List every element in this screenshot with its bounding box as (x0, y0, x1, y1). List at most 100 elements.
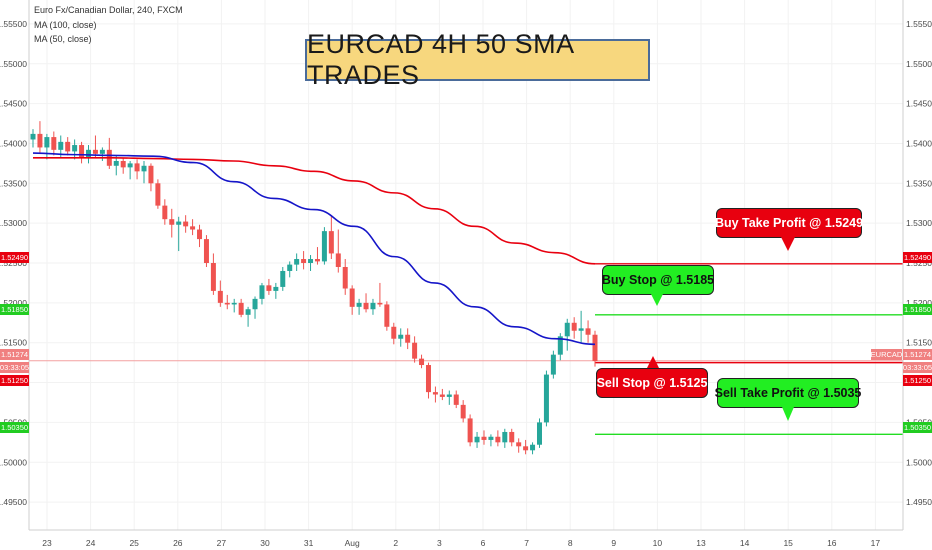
candle-body (530, 444, 536, 451)
candle-body (210, 263, 216, 291)
y-tick-label-left: 1.55000 (0, 59, 27, 69)
y-tick-label-left: 1.53000 (0, 218, 27, 228)
candle-body (217, 290, 223, 303)
candle-body (495, 436, 501, 443)
sell-tp-price-tag: 1.50350 (903, 422, 932, 433)
candle-body (419, 358, 425, 366)
candle-body (578, 328, 584, 331)
x-tick-label: 31 (304, 538, 314, 548)
candle-body (65, 141, 71, 152)
callout-pointer (781, 237, 795, 251)
y-tick-label-right: 1.54000 (906, 138, 932, 148)
candle-body (162, 205, 168, 220)
y-tick-label-right: 1.54500 (906, 99, 932, 109)
left-current-price-tag: 1.51274 (0, 349, 29, 360)
x-tick-label: 9 (611, 538, 616, 548)
candle-body (238, 302, 244, 315)
candle-body (349, 288, 355, 307)
candle-body (488, 436, 494, 440)
y-tick-label-right: 1.53000 (906, 218, 932, 228)
candle-body (453, 394, 459, 405)
y-tick-label-right: 1.52500 (906, 258, 932, 268)
candle-body (37, 133, 43, 148)
x-tick-label: 17 (871, 538, 881, 548)
candle-body (273, 286, 279, 291)
x-tick-label: 14 (740, 538, 750, 548)
candle-body (314, 259, 320, 262)
x-tick-label: 24 (86, 538, 96, 548)
buy-tp-price-tag: 1.52490 (903, 252, 932, 263)
candle-body (536, 422, 542, 445)
x-tick-label: 13 (696, 538, 706, 548)
candle-body (197, 229, 203, 240)
candle-body (509, 431, 515, 443)
candle-body (363, 302, 369, 310)
candle-body (412, 342, 418, 359)
candle-body (176, 221, 182, 225)
left-sell-stop-tag: 1.51250 (0, 375, 29, 386)
candle-body (384, 304, 390, 327)
candle-body (86, 149, 92, 158)
symbol-tag: EURCAD (870, 349, 903, 360)
candle-body (245, 309, 251, 315)
candle-body (585, 328, 591, 335)
left-buy-stop-tag: 1.51850 (0, 304, 29, 315)
y-tick-label-right: 1.49500 (906, 497, 932, 507)
candle-body (169, 219, 175, 225)
y-tick-label-left: 1.54500 (0, 99, 27, 109)
x-tick-label: 30 (260, 538, 270, 548)
buy-stop-price-tag: 1.51850 (903, 304, 932, 315)
callout-pointer (647, 356, 659, 368)
ma50-line (32, 152, 596, 346)
candle-body (571, 322, 577, 331)
candle-body (543, 374, 549, 423)
candle-body (446, 394, 452, 397)
left-sell-tp-tag: 1.50350 (0, 422, 29, 433)
candle-body (328, 231, 334, 254)
sell-stop-callout: Sell Stop @ 1.5125 (596, 356, 708, 398)
x-tick-label: 2 (393, 538, 398, 548)
candle-body (58, 141, 64, 150)
candle-body (203, 239, 209, 264)
sell-stop-price-tag: 1.51250 (903, 375, 932, 386)
candle-body (335, 253, 341, 267)
candle-body (280, 270, 286, 287)
current-price-tag: 1.51274 (903, 349, 932, 360)
candle-body (592, 334, 598, 362)
y-tick-label-right: 1.50000 (906, 457, 932, 467)
candle-body (92, 149, 98, 154)
candle-body (79, 145, 85, 158)
candle-body (502, 431, 508, 443)
x-tick-label: 16 (827, 538, 837, 548)
y-tick-label-left: 1.50000 (0, 457, 27, 467)
x-tick-label: 6 (481, 538, 486, 548)
buy-stop-callout: Buy Stop @ 1.5185 (602, 265, 714, 306)
sell-take-profit-label: Sell Take Profit @ 1.5035 (714, 386, 862, 400)
candle-body (321, 231, 327, 262)
candle-body (134, 163, 140, 172)
candle-body (72, 145, 78, 152)
x-tick-label: 27 (217, 538, 227, 548)
price-levels (29, 263, 903, 436)
candle-body (30, 133, 36, 140)
left-countdown-tag: 03:33:05 (0, 362, 30, 373)
candle-body (342, 266, 348, 289)
x-tick-label: 23 (42, 538, 52, 548)
candle-body (356, 302, 362, 307)
candle-body (550, 354, 556, 375)
candle-body (523, 446, 529, 451)
candle-body (224, 302, 230, 305)
candle-body (398, 334, 404, 339)
candle-body (425, 365, 431, 393)
candle-body (405, 334, 411, 343)
y-tick-label-left: 1.52000 (0, 298, 27, 308)
y-tick-label-left: 1.51500 (0, 338, 27, 348)
y-tick-label-right: 1.51500 (906, 338, 932, 348)
x-tick-label: 3 (437, 538, 442, 548)
moving-averages (32, 152, 596, 346)
x-tick-label: 10 (653, 538, 663, 548)
candle-body (99, 149, 105, 154)
x-tick-label: 26 (173, 538, 183, 548)
candle-body (516, 442, 522, 447)
